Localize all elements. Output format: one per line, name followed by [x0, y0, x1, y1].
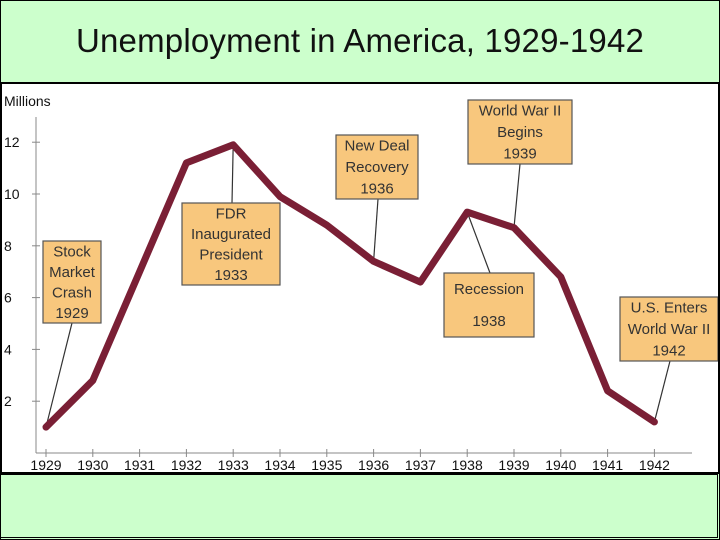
callout-text-1939-2: 1939 [503, 145, 536, 162]
callout-text-1933-0: FDR [216, 205, 247, 222]
data-point-1930 [89, 377, 96, 384]
callout-box-1939 [467, 99, 573, 165]
y-tick-label-8: 8 [4, 238, 12, 254]
x-tick-label-1932: 1932 [171, 457, 202, 472]
callout-text-1938-1: 1938 [472, 313, 505, 330]
callout-text-1933-3: 1933 [214, 267, 247, 284]
x-tick-label-1937: 1937 [405, 457, 436, 472]
callout-connector-1936 [373, 198, 379, 262]
callout-connector-1938 [466, 211, 491, 274]
data-point-1931 [136, 268, 143, 275]
y-tick-label-6: 6 [4, 290, 12, 306]
data-point-1934 [277, 193, 283, 200]
callout-text-1929-1: Market [49, 264, 96, 281]
x-tick-label-1941: 1941 [592, 457, 623, 472]
data-point-1936 [370, 258, 377, 265]
data-point-1932 [183, 159, 190, 166]
callout-text-1942-2: 1942 [652, 342, 685, 359]
x-tick-label-1938: 1938 [452, 457, 483, 472]
callout-box-1929 [42, 240, 102, 324]
callout-text-1933-2: President [199, 246, 263, 263]
callout-text-1936-0: New Deal [344, 138, 409, 155]
x-tick-label-1939: 1939 [498, 457, 529, 472]
data-point-1939 [511, 224, 517, 231]
data-point-1929 [43, 424, 49, 431]
callout-box-1942 [619, 296, 718, 362]
data-point-1937 [417, 279, 424, 286]
callout-text-1936-1: Recovery [345, 159, 409, 176]
callout-text-1939-1: Begins [497, 124, 543, 141]
callout-text-1942-1: World War II [628, 321, 711, 338]
callout-text-1929-2: Crash [52, 284, 92, 301]
unemployment-line-chart: Millions 2 4 6 8 10 12 1929 1930 1931 1932 1933 1934… [4, 93, 718, 472]
y-tick-label-2: 2 [4, 393, 12, 409]
x-tick-label-1929: 1929 [30, 457, 61, 472]
callout-text-1939-0: World War II [479, 103, 562, 120]
callout-text-1929-3: 1929 [55, 305, 88, 322]
y-tick-label-10: 10 [4, 186, 20, 202]
x-tick-label-1934: 1934 [264, 457, 295, 472]
x-tick-label-1940: 1940 [545, 457, 576, 472]
y-tick-label-4: 4 [4, 341, 12, 357]
x-tick-label-1936: 1936 [358, 457, 389, 472]
callout-text-1933-1: Inaugurated [191, 226, 271, 243]
data-point-1940 [557, 273, 564, 280]
slide-title: Unemployment in America, 1929-1942 [75, 22, 645, 59]
x-tick-label-1933: 1933 [218, 457, 249, 472]
x-tick-label-1931: 1931 [124, 457, 155, 472]
callout-box-1938 [443, 272, 535, 338]
callout-text-1942-0: U.S. Enters [631, 300, 708, 317]
bottom-panel [0, 474, 718, 538]
callout-text-1936-2: 1936 [360, 180, 393, 197]
y-axis-label: Millions [4, 93, 51, 109]
y-tick-label-12: 12 [4, 134, 20, 150]
data-point-1941 [604, 387, 611, 394]
chart-frame: Millions 2 4 6 8 10 12 1929 1930 1931 1932 1933 1934… [0, 82, 720, 474]
callout-connector-1942 [653, 360, 671, 423]
unemployment-series-line [42, 141, 658, 431]
x-tick-label-1942: 1942 [639, 457, 670, 472]
callout-connector-1929 [45, 322, 73, 428]
data-point-1935 [323, 222, 330, 229]
callout-box-1933 [181, 202, 281, 286]
x-tick-label-1935: 1935 [311, 457, 342, 472]
data-point-1933 [230, 141, 237, 148]
callout-connector-1939 [513, 163, 521, 228]
callout-box-1936 [335, 134, 419, 200]
callout-text-1938-0: Recession [454, 281, 524, 298]
callout-connector-1933 [231, 144, 234, 204]
x-tick-label-1930: 1930 [77, 457, 108, 472]
data-point-1942 [651, 418, 658, 425]
callout-text-1929-0: Stock [53, 243, 91, 260]
data-point-1938 [464, 209, 471, 216]
